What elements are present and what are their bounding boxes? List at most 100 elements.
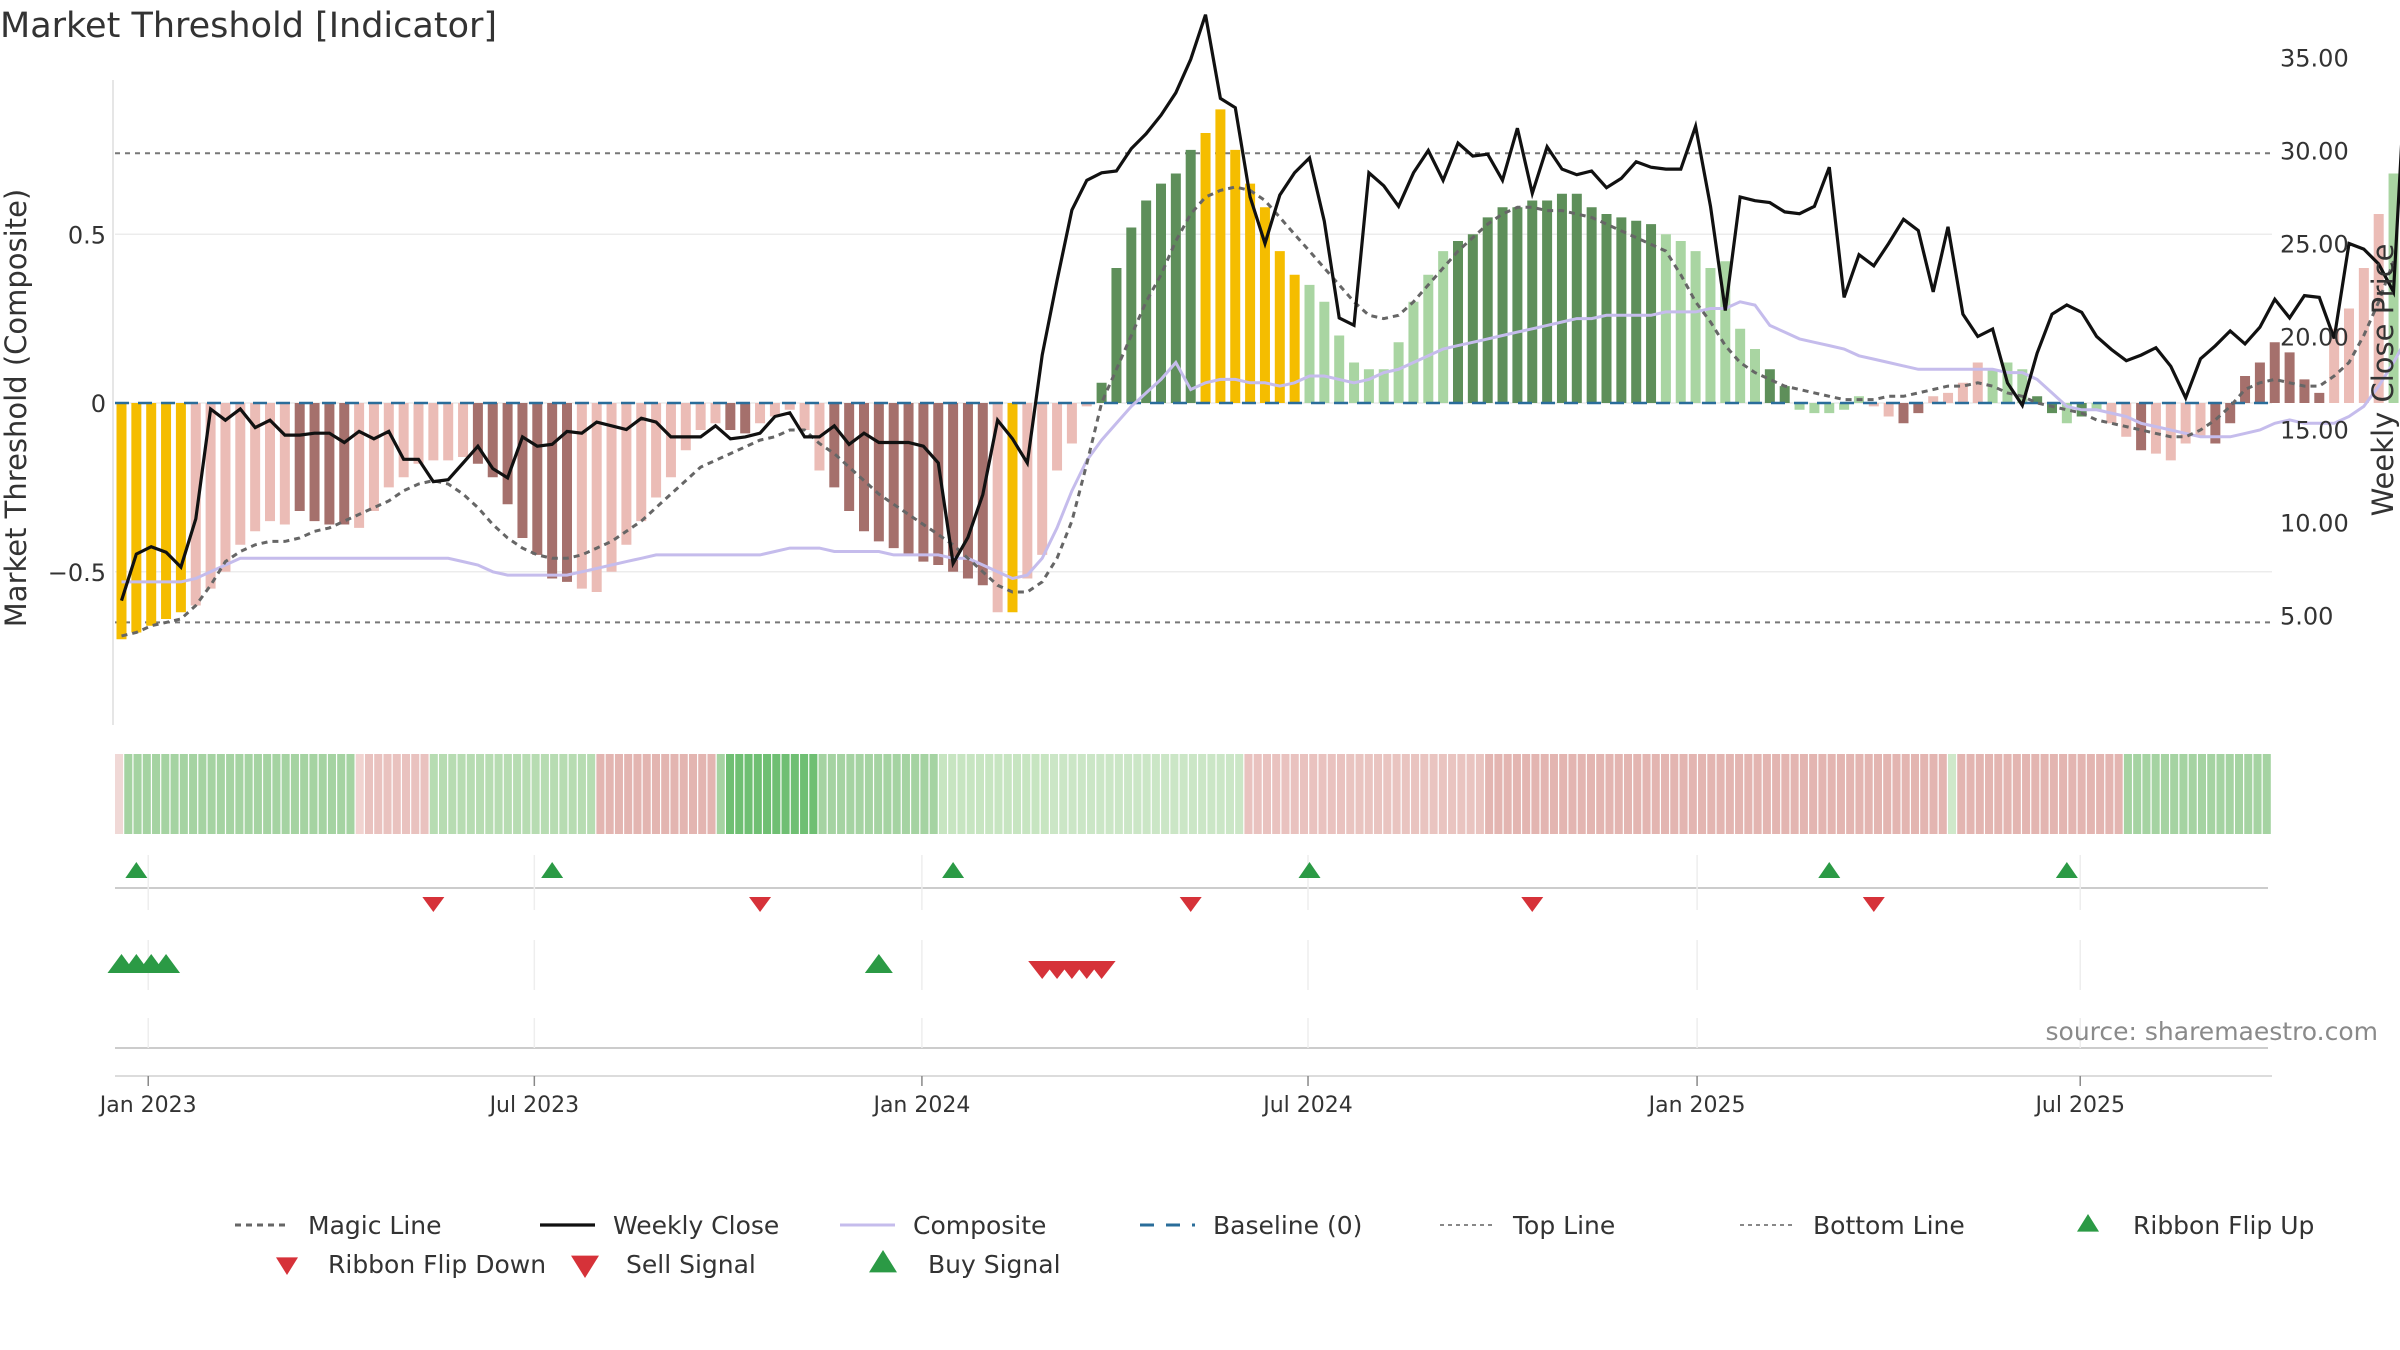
ribbon-cell <box>1864 754 1873 834</box>
composite-bar <box>1334 335 1345 403</box>
ribbon-cell <box>1957 754 1966 834</box>
ribbon-flip-up-marker <box>541 862 564 878</box>
composite-bar <box>562 403 572 582</box>
weekly-close-line <box>119 14 2400 602</box>
ribbon-cell <box>1929 754 1938 834</box>
x-axis-ticks: Jan 2023 Jul 2023 Jan 2024 Jul 2024 Jan 2025… <box>98 1076 2125 1118</box>
ribbon-cell <box>1846 754 1855 834</box>
ribbon-cell <box>1901 754 1910 834</box>
ribbon-cell <box>1161 754 1170 834</box>
composite-bar <box>1883 403 1894 417</box>
ribbon-cell <box>1142 754 1151 834</box>
ribbon-cell <box>855 754 864 834</box>
ribbon-flip-down-marker <box>1521 897 1544 912</box>
ribbon-cell <box>1735 754 1744 834</box>
composite-bar <box>1809 403 1820 414</box>
legend-swatch <box>869 1250 897 1273</box>
ribbon-cell <box>2031 754 2040 834</box>
ribbon-cell <box>1012 754 1022 834</box>
ribbon-cell <box>2096 754 2105 834</box>
ribbon-flip-down-marker <box>749 897 772 912</box>
composite-bar <box>1200 133 1211 403</box>
ribbon-cell <box>957 754 966 834</box>
ribbon-cell <box>1651 754 1660 834</box>
ribbon-cell <box>846 754 855 834</box>
ribbon-cell <box>1346 754 1355 834</box>
ribbon-cell <box>235 754 244 834</box>
composite-bar <box>131 403 142 633</box>
ribbon-cell <box>1457 754 1466 834</box>
composite-bar <box>591 403 602 592</box>
composite-bar <box>265 403 275 522</box>
composite-bar <box>1170 173 1181 403</box>
composite-bar <box>1512 207 1523 403</box>
ribbon-cell <box>1633 754 1642 834</box>
composite-bar <box>1601 214 1612 403</box>
composite-bar <box>1423 274 1434 403</box>
ribbon-cell <box>568 754 577 834</box>
right-tick-label: 25.00 <box>2280 231 2349 259</box>
composite-bar <box>769 403 780 417</box>
composite-bar <box>695 403 706 430</box>
composite-bar <box>1111 268 1122 403</box>
ribbon-cell <box>494 754 503 834</box>
ribbon-cell <box>540 754 549 834</box>
ribbon-cell <box>392 754 401 834</box>
ribbon-cell <box>383 754 392 834</box>
composite-bar <box>443 403 454 461</box>
composite-bar <box>740 403 751 434</box>
composite-bar <box>250 403 261 532</box>
ribbon-cell <box>1503 754 1512 834</box>
ribbon-cell <box>411 754 420 834</box>
composite-bar <box>962 403 973 579</box>
composite-bar <box>1185 149 1196 403</box>
composite-bars <box>116 109 2399 640</box>
composite-bar <box>948 403 959 572</box>
ribbon-cell <box>290 754 299 834</box>
ribbon-cell <box>827 754 836 834</box>
composite-bar <box>2299 379 2310 403</box>
composite-bar <box>1126 227 1137 403</box>
ribbon-cell <box>1512 754 1521 834</box>
ribbon-cell <box>1198 754 1207 834</box>
ribbon-cell <box>476 754 485 834</box>
ribbon-cell <box>2225 754 2234 834</box>
ribbon-cell <box>1124 754 1133 834</box>
composite-bar <box>933 403 944 565</box>
ribbon-cell <box>2123 754 2132 834</box>
composite-bar <box>710 403 721 424</box>
left-axis-label: Market Threshold (Composite) <box>0 189 33 627</box>
ribbon-flip-markers <box>125 862 2078 912</box>
ribbon-cell <box>800 754 809 834</box>
composite-bar <box>576 403 587 589</box>
legend-label: Baseline (0) <box>1213 1211 1362 1240</box>
legend-label: Magic Line <box>308 1211 442 1240</box>
composite-bar <box>116 403 127 640</box>
composite-bar <box>1304 284 1315 403</box>
ribbon-cell <box>337 754 346 834</box>
ribbon-cell <box>115 754 124 834</box>
signal-panel-grid <box>115 855 2272 1077</box>
ribbon-cell <box>550 754 559 834</box>
ribbon-cell <box>1096 754 1105 834</box>
composite-bar <box>1646 224 1657 403</box>
ribbon-cell <box>707 754 716 834</box>
composite-bar <box>2314 392 2325 403</box>
ribbon-flip-up-marker <box>2055 862 2078 878</box>
ribbon-cell <box>985 754 994 834</box>
composite-bar <box>2017 369 2028 403</box>
composite-bar <box>859 403 869 532</box>
ribbon-cell <box>772 754 781 834</box>
composite-bar <box>2061 403 2072 424</box>
buy-signal-marker <box>152 954 181 973</box>
ribbon-cell <box>1531 754 1540 834</box>
composite-bar <box>220 403 231 572</box>
composite-bar <box>2373 214 2384 403</box>
composite-bar <box>2150 403 2161 454</box>
composite-bar <box>1542 200 1553 403</box>
composite-bar <box>1735 328 1746 403</box>
ribbon-cell <box>2049 754 2058 834</box>
ribbon-cell <box>1290 754 1299 834</box>
series-lines <box>115 14 2400 638</box>
